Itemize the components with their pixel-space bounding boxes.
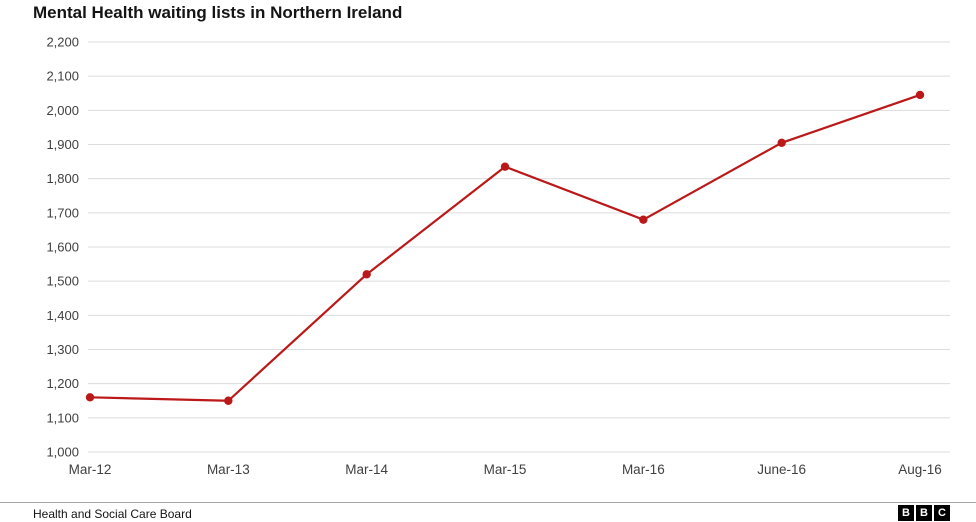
footer-divider <box>0 502 976 503</box>
x-axis-tick-label: Aug-16 <box>898 462 942 477</box>
source-label: Health and Social Care Board <box>33 507 192 521</box>
y-axis-tick-label: 1,600 <box>46 240 79 255</box>
y-axis-tick-label: 1,200 <box>46 376 79 391</box>
line-chart-canvas: 1,000 1,100 1,200 1,300 1,400 1,500 1,600 1,700… <box>46 35 950 477</box>
x-axis-tick-label: Mar-14 <box>345 462 388 477</box>
data-point-marker <box>915 90 925 100</box>
y-axis-tick-label: 2,100 <box>46 69 79 84</box>
y-axis-tick-label: 1,900 <box>46 137 79 152</box>
data-point-marker <box>362 270 371 279</box>
bbc-logo-block: B <box>916 505 932 521</box>
y-axis-tick-label: 1,300 <box>46 342 79 357</box>
y-axis-tick-label: 1,800 <box>46 171 79 186</box>
y-axis-tick-label: 2,000 <box>46 103 79 118</box>
data-line <box>89 93 921 402</box>
bbc-logo-block: B <box>898 505 914 521</box>
data-point-marker <box>777 138 786 147</box>
x-axis-tick-label: Mar-13 <box>207 462 250 477</box>
data-point-marker <box>500 162 510 171</box>
bbc-logo-block: C <box>934 505 950 521</box>
data-point-marker <box>224 396 233 405</box>
chart-title: Mental Health waiting lists in Northern … <box>33 3 403 22</box>
x-axis-tick-label: June-16 <box>757 462 806 477</box>
data-point-marker <box>639 215 648 224</box>
y-axis-tick-label: 1,700 <box>46 205 79 220</box>
y-axis-tick-label: 1,400 <box>46 308 79 323</box>
x-axis-tick-label: Mar-12 <box>69 462 112 477</box>
data-point-marker <box>85 393 95 402</box>
y-axis-tick-label: 1,000 <box>46 445 79 460</box>
y-axis-tick-label: 2,200 <box>46 35 79 50</box>
y-axis-tick-label: 1,100 <box>46 410 79 425</box>
bbc-logo: B B C <box>898 505 950 521</box>
x-axis-tick-label: Mar-15 <box>484 462 527 477</box>
x-axis-tick-label: Mar-16 <box>622 462 665 477</box>
y-axis-tick-label: 1,500 <box>46 274 79 289</box>
